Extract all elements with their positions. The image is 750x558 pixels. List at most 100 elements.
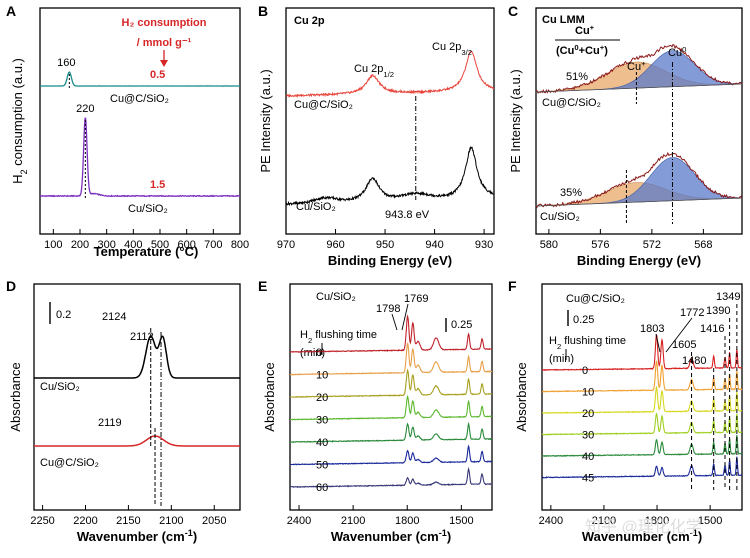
component-label-c-1-part: Cu [668,47,682,59]
series-time-e-0: 0 [316,347,322,359]
x-tick-label-b: 940 [425,239,443,251]
x-tick-label-a: 300 [97,239,115,251]
axes-frame-c [535,7,743,235]
series-line-f-3 [541,412,743,436]
x-tick-label-a: 200 [71,239,89,251]
x-axis-label-d-part: ) [193,529,197,544]
x-axis-label-c: Binding Energy (eV) [577,253,701,268]
series-line-b-1 [285,146,495,207]
series-time-f-5: 45 [582,473,594,485]
x-tick-label-c: 572 [643,239,661,251]
series-name-b-0: Cu@C/SiO₂ [294,99,353,111]
x-tick-label-d: 2150 [116,515,140,527]
series-line-f-1 [541,360,743,393]
x-axis-label-f: Wavenumber (cm-1) [582,528,702,544]
x-axis-label-d-part: Wavenumber (cm [77,529,185,544]
legend-title-f-part: 2 [557,342,561,351]
series-line-a-1 [39,117,241,198]
x-tick-label-c: 576 [591,239,609,251]
x-tick-label-e: 1800 [395,515,419,527]
x-tick-label-f: 2100 [592,515,616,527]
data-line-c-1 [535,151,743,209]
series-name-d-0: Cu/SiO₂ [40,381,80,393]
panel-label-a: A [6,3,16,19]
series-time-e-6: 60 [316,482,328,494]
x-axis-label-e-part: Wavenumber (cm [331,529,439,544]
x-tick-label-b: 950 [376,239,394,251]
x-tick-label-c: 580 [540,239,558,251]
peak-pointer-e-0 [391,313,398,331]
x-tick-label-b: 970 [277,239,295,251]
series-line-e-5 [289,444,493,466]
axes-frame-a [39,7,241,235]
peak-label-f-4: 1416 [700,323,724,335]
ratio-denominator-c-part: (Cu [556,45,574,57]
series-line-e-4 [289,421,493,443]
ratio-numerator-c-part: + [590,23,595,32]
series-time-f-3: 30 [582,430,594,442]
series-time-f-2: 20 [582,408,594,420]
series-time-f-0: 0 [582,365,588,377]
series-line-e-1 [289,342,493,376]
series-line-a-0 [39,71,241,87]
baseline-c-1 [535,197,743,207]
series-name-a-0: Cu@C/SiO₂ [110,93,169,105]
component-label-c-1-part: 0 [682,45,686,54]
series-name-d-1: Cu@C/SiO₂ [40,457,99,469]
x-axis-label-d-part: -1 [185,528,193,538]
series-name-b-1: Cu/SiO₂ [296,201,336,213]
series-time-e-1: 10 [316,370,328,382]
x-tick-label-b: 930 [475,239,493,251]
peak-label-e-1: 1769 [404,293,428,305]
ratio-value-c-0: 51% [566,71,588,83]
series-line-f-2 [541,385,742,415]
component-label-c-0-part: Cu [627,61,641,73]
y-axis-label-a-part: H [10,174,25,183]
peak-label-b-1-part: Cu 2p [432,41,461,53]
series-time-e-2: 20 [316,392,328,404]
legend-unit-e: (min) [300,347,325,359]
x-axis-label-e-part: -1 [439,528,447,538]
peak-label-f-6: 1349 [716,291,740,303]
consumption-value-a-1: 1.5 [150,179,165,191]
x-axis-label-e-part: ) [447,529,451,544]
legend-title-e-part: H [300,329,308,341]
peak-label-b-0-part: Cu 2p [354,63,383,75]
legend-title-e-part: 2 [308,336,312,345]
x-tick-label-c: 568 [694,239,712,251]
series-line-d-0 [34,335,240,379]
peak-label-b-1: Cu 2p3/2 [432,41,472,57]
scale-bar-label-f: 0.25 [573,314,594,326]
ratio-denominator-c-part: 0 [574,43,578,52]
series-time-f-4: 40 [582,451,594,463]
panel-label-f: F [508,278,517,294]
ratio-denominator-c: (Cu0+Cu+) [556,43,608,58]
x-tick-label-e: 1500 [449,515,473,527]
x-tick-label-f: 2400 [539,515,563,527]
panel-label-e: E [258,278,267,294]
component-label-c-0: Cu+ [627,59,646,74]
x-tick-label-e: 2400 [287,515,311,527]
series-line-f-4 [541,435,743,458]
series-time-f-1: 10 [582,387,594,399]
peak-label-d-0: 2124 [102,311,126,323]
x-tick-label-a: 800 [231,239,249,251]
x-axis-label-f-part: -1 [690,528,698,538]
y-axis-label-d: Absorbance [8,362,23,431]
panel-label-b: B [258,3,268,19]
consumption-value-a-0: 0.5 [150,69,165,81]
series-time-e-4: 40 [316,437,328,449]
panel-title-b: Cu 2p [294,15,325,27]
y-axis-label-b: PE Intensity (a.u.) [258,69,273,172]
consumption-arrowhead-a [160,60,168,67]
x-axis-label-d: Wavenumber (cm-1) [77,528,197,544]
x-axis-label-f-part: ) [698,529,702,544]
peak-label-f-5: 1390 [706,305,730,317]
watermark: 知乎 @理化化学 [585,518,702,536]
scale-bar-label-d: 0.2 [56,309,71,321]
data-line-c-0 [535,43,743,94]
series-time-e-3: 30 [316,415,328,427]
panel-label-c: C [508,3,518,19]
x-tick-label-d: 2200 [73,515,97,527]
